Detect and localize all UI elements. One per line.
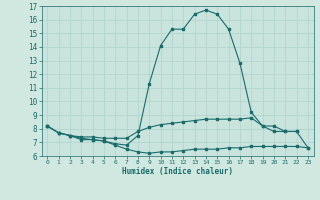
X-axis label: Humidex (Indice chaleur): Humidex (Indice chaleur) [122, 167, 233, 176]
